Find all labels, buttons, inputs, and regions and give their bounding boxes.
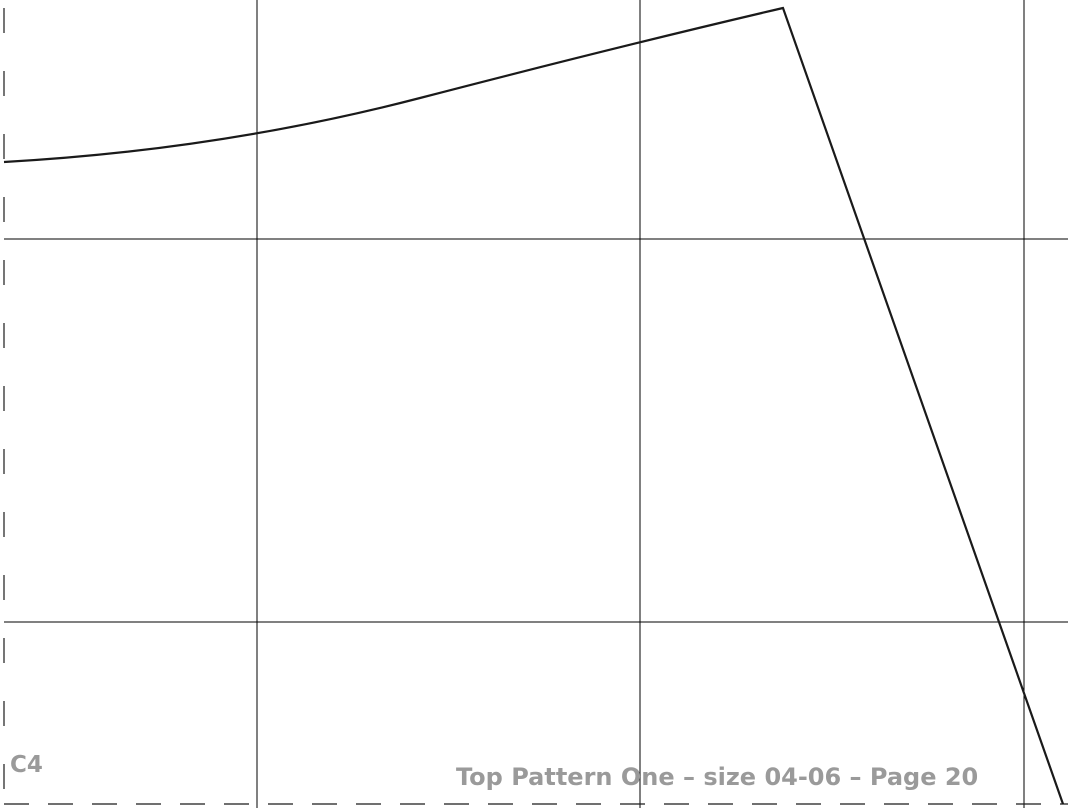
pattern-cut-line — [3, 6, 1065, 805]
tile-label: C4 — [10, 752, 43, 778]
page-footer: Top Pattern One – size 04-06 – Page 20 — [456, 763, 979, 791]
